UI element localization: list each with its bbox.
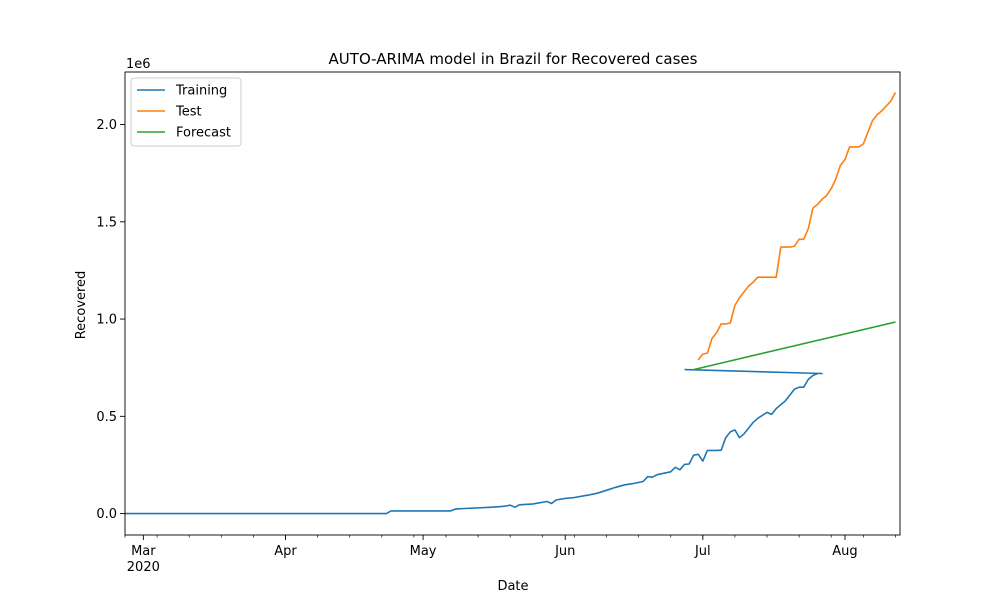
y-axis-label: Recovered xyxy=(74,271,89,340)
legend-label: Training xyxy=(175,84,227,99)
x-tick-label: Mar xyxy=(131,544,156,559)
series-line-forecast xyxy=(693,321,896,371)
legend: Training Test Forecast xyxy=(130,77,242,147)
series-layer xyxy=(125,92,897,515)
x-tick-label: May xyxy=(410,544,437,559)
y-tick-label: 2.0 xyxy=(96,118,117,133)
x-tick-label: Aug xyxy=(832,544,857,559)
plot-frame xyxy=(124,71,901,536)
y-tick-label: 0.0 xyxy=(96,507,117,522)
x-tick-label: Jul xyxy=(694,544,711,559)
y-tick-label: 1.0 xyxy=(96,313,117,328)
x-tick-label: Jun xyxy=(554,544,575,559)
legend-label: Forecast xyxy=(176,126,231,141)
y-tick-label: 1.5 xyxy=(96,215,117,230)
x-tick-sublabel: 2020 xyxy=(127,560,160,575)
y-offset-label: 1e6 xyxy=(126,57,151,72)
series-line-test xyxy=(697,92,897,361)
chart-title: AUTO-ARIMA model in Brazil for Recovered… xyxy=(329,50,698,68)
legend-box xyxy=(130,77,242,147)
series-line-training xyxy=(125,368,823,515)
x-axis-label: Date xyxy=(497,579,528,594)
y-tick-label: 0.5 xyxy=(96,410,117,425)
x-tick-label: Apr xyxy=(274,544,297,559)
legend-label: Test xyxy=(175,105,202,120)
